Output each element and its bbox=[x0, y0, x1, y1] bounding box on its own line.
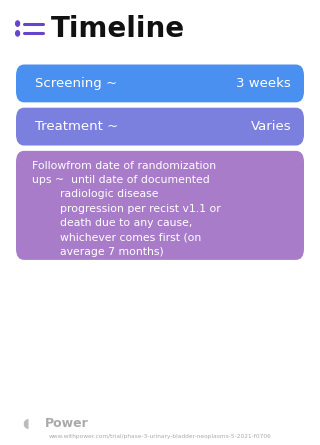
Text: 3 weeks: 3 weeks bbox=[236, 77, 291, 90]
Text: ◖: ◖ bbox=[22, 417, 29, 430]
FancyBboxPatch shape bbox=[16, 65, 304, 102]
Text: Followfrom date of randomization
ups ~  until date of documented
        radiolo: Followfrom date of randomization ups ~ u… bbox=[32, 161, 221, 257]
Text: Timeline: Timeline bbox=[51, 15, 185, 43]
Text: Power: Power bbox=[45, 417, 89, 430]
Circle shape bbox=[16, 21, 20, 26]
Text: Treatment ~: Treatment ~ bbox=[35, 120, 118, 133]
Text: Screening ~: Screening ~ bbox=[35, 77, 117, 90]
Text: www.withpower.com/trial/phase-3-urinary-bladder-neoplasms-5-2021-f0706: www.withpower.com/trial/phase-3-urinary-… bbox=[49, 434, 271, 440]
Text: Varies: Varies bbox=[251, 120, 291, 133]
FancyBboxPatch shape bbox=[16, 108, 304, 146]
Circle shape bbox=[16, 31, 20, 36]
FancyBboxPatch shape bbox=[16, 151, 304, 260]
